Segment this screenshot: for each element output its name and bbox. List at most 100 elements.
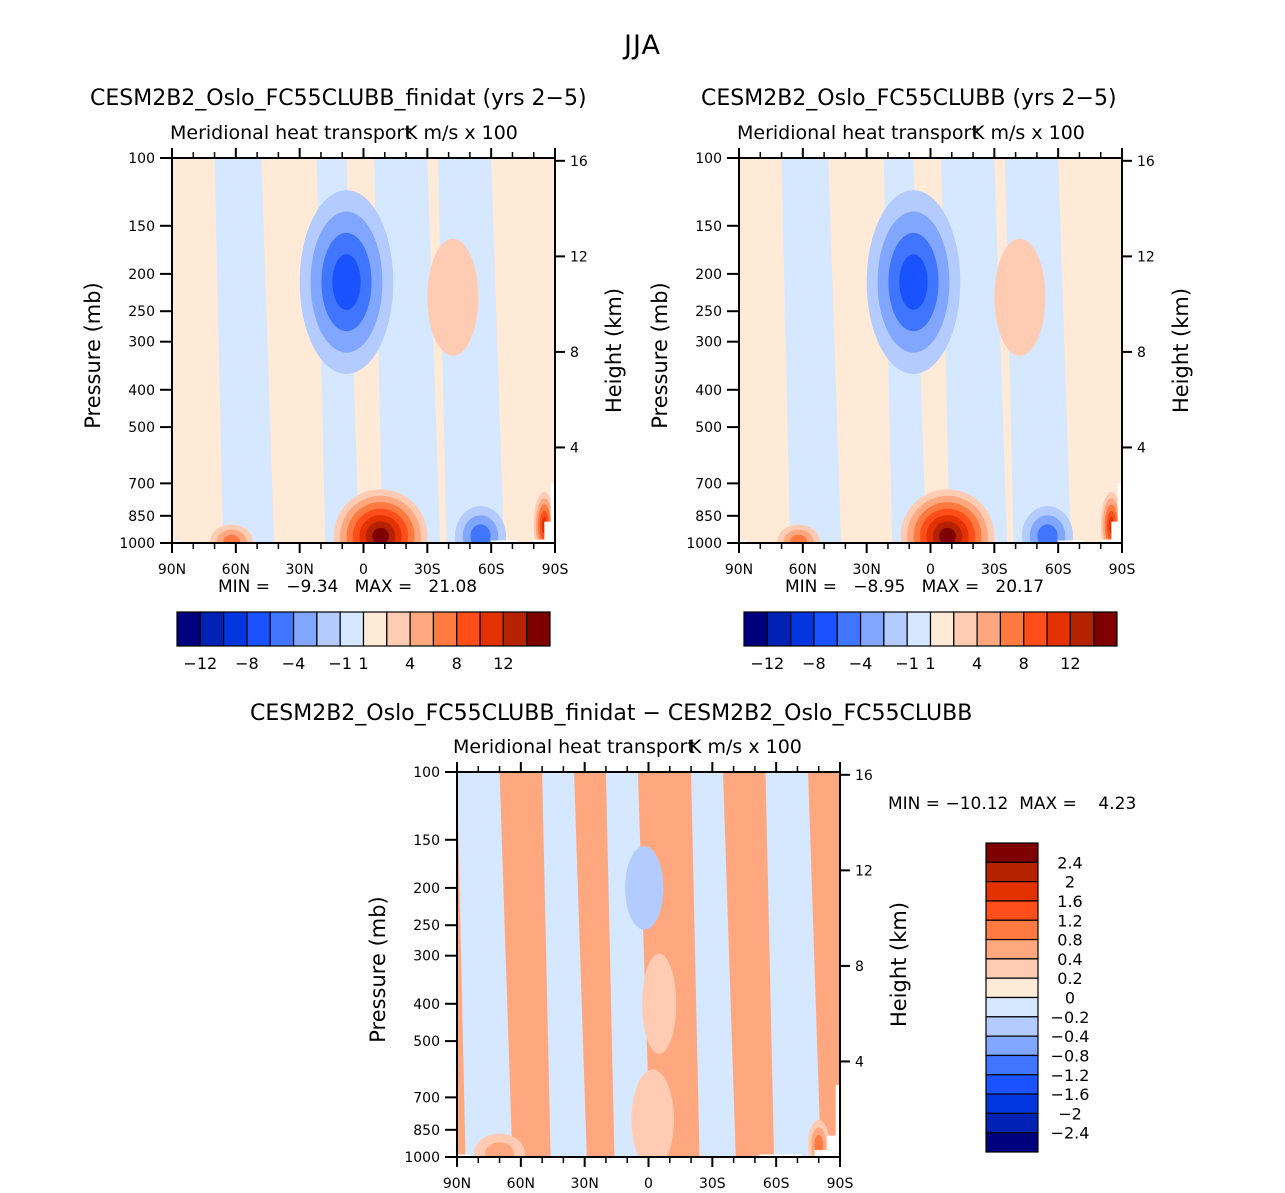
y-right-tick-label: 12 [1137, 249, 1155, 265]
y-tick-label: 250 [413, 918, 440, 934]
panel1-title: CESM2B2_Oslo_FC55CLUBB_finidat (yrs 2−5) [90, 86, 587, 111]
contour-band [457, 772, 513, 1157]
panel1-contour-field [172, 158, 555, 543]
panel3-title: CESM2B2_Oslo_FC55CLUBB_finidat − CESM2B2… [250, 701, 973, 726]
colorbar-label: 2 [1065, 873, 1075, 892]
x-tick-label: 30S [699, 1176, 726, 1192]
contour-region [372, 527, 389, 543]
colorbar-label: 0.8 [1057, 931, 1082, 950]
colorbar-box [906, 611, 932, 647]
colorbar-box [246, 611, 271, 647]
colorbar-box [985, 1054, 1039, 1076]
missing-data-mask [739, 540, 747, 543]
y-right-axis-label: Height (km) [887, 902, 911, 1027]
contour-region [470, 524, 491, 543]
panel3-contour-field [457, 772, 840, 1157]
missing-data-mask [759, 1154, 802, 1157]
missing-data-mask [457, 1154, 470, 1157]
colorbar-label: −0.8 [1051, 1046, 1090, 1065]
contour-region [939, 527, 956, 543]
y-axis-label: Pressure (mb) [366, 896, 390, 1043]
panel2-contour-field [739, 158, 1122, 543]
x-tick-label: 60S [763, 1176, 790, 1192]
y-right-tick-label: 8 [570, 345, 579, 361]
contour-region [790, 534, 807, 543]
colorbar-box [1046, 611, 1071, 647]
colorbar-box [1023, 611, 1048, 647]
colorbar-label: −1.2 [1051, 1066, 1090, 1085]
colorbar-label: −2.4 [1051, 1124, 1090, 1143]
colorbar-label: 4 [972, 654, 982, 673]
colorbar-label: −4 [849, 654, 873, 673]
y-tick-label: 200 [413, 881, 440, 897]
panel3-colorbar: 2.421.61.20.80.40.20−0.2−0.4−0.8−1.2−1.6… [985, 842, 1090, 1153]
contour-region [485, 1142, 514, 1157]
colorbar-box [985, 1132, 1039, 1153]
panel1-min-label: MIN = [218, 577, 271, 597]
x-tick-label: 0 [644, 1176, 653, 1192]
contour-region [814, 1134, 823, 1155]
colorbar-label: −12 [183, 654, 217, 673]
colorbar-box [339, 611, 365, 647]
contour-region [899, 254, 928, 310]
y-tick-label: 300 [695, 335, 722, 351]
y-tick-label: 100 [413, 765, 440, 781]
contour-band [542, 772, 587, 1157]
y-tick-label: 850 [128, 509, 155, 525]
x-tick-label: 90N [725, 562, 753, 578]
colorbar-box [743, 611, 768, 647]
x-tick-label: 30N [286, 562, 314, 578]
colorbar-box [985, 977, 1039, 999]
colorbar-box [456, 611, 481, 647]
x-tick-label: 0 [359, 562, 368, 578]
colorbar-box [1069, 611, 1095, 647]
colorbar-box [176, 611, 201, 647]
panel2-minmax: MIN = −8.95 MAX = 20.17 [785, 577, 1044, 597]
colorbar-label: −2 [1058, 1104, 1082, 1123]
panel1-min-value: −9.34 [286, 577, 339, 597]
y-right-axis-label: Height (km) [602, 288, 626, 413]
colorbar-box [985, 919, 1039, 941]
x-tick-label: 90S [827, 1176, 854, 1192]
colorbar-label: 4 [405, 654, 415, 673]
panel3-subtitle-right: K m/s x 100 [689, 736, 802, 758]
colorbar-box [292, 611, 318, 647]
panel2-colorbar: −12 −8 −4 −1 1 4 8 12 [743, 611, 1118, 673]
y-tick-label: 150 [128, 219, 155, 235]
y-right-tick-label: 4 [1137, 440, 1146, 456]
contour-region [994, 238, 1046, 356]
colorbar-box [362, 611, 388, 647]
panel1-minmax: MIN = −9.34 MAX = 21.08 [218, 577, 477, 597]
contour-region [1037, 524, 1058, 543]
y-tick-label: 700 [413, 1090, 440, 1106]
figure-title: JJA [624, 30, 661, 61]
colorbar-box [269, 611, 295, 647]
y-tick-label: 500 [413, 1034, 440, 1050]
y-tick-label: 250 [695, 304, 722, 320]
colorbar-box [985, 1093, 1039, 1114]
panel3-max-value: 4.23 [1098, 794, 1137, 814]
colorbar-label: 1.2 [1057, 911, 1082, 930]
x-tick-label: 60S [1045, 562, 1072, 578]
y-tick-label: 1000 [119, 536, 155, 552]
contour-band [765, 772, 821, 1157]
missing-data-mask [533, 483, 555, 543]
y-tick-label: 700 [695, 476, 722, 492]
y-right-axis-label: Height (km) [1169, 288, 1193, 413]
colorbar-label: −1 [328, 654, 352, 673]
contour-region [631, 1069, 675, 1157]
contour-region [223, 534, 240, 543]
colorbar-box [813, 611, 838, 647]
colorbar-label: 8 [452, 654, 462, 673]
panel2-plot: 90N 60N 30N 0 30S 60S 90S 100 150 200 250 300 400 500… [648, 148, 1193, 578]
y-tick-label: 400 [128, 383, 155, 399]
colorbar-box [766, 611, 792, 647]
colorbar-box [386, 611, 411, 647]
colorbar-box [929, 611, 955, 647]
colorbar-box [985, 842, 1039, 863]
colorbar-box [985, 1035, 1039, 1057]
y-right-tick-label: 16 [1137, 154, 1155, 170]
colorbar-box [479, 611, 504, 647]
y-tick-label: 150 [695, 219, 722, 235]
